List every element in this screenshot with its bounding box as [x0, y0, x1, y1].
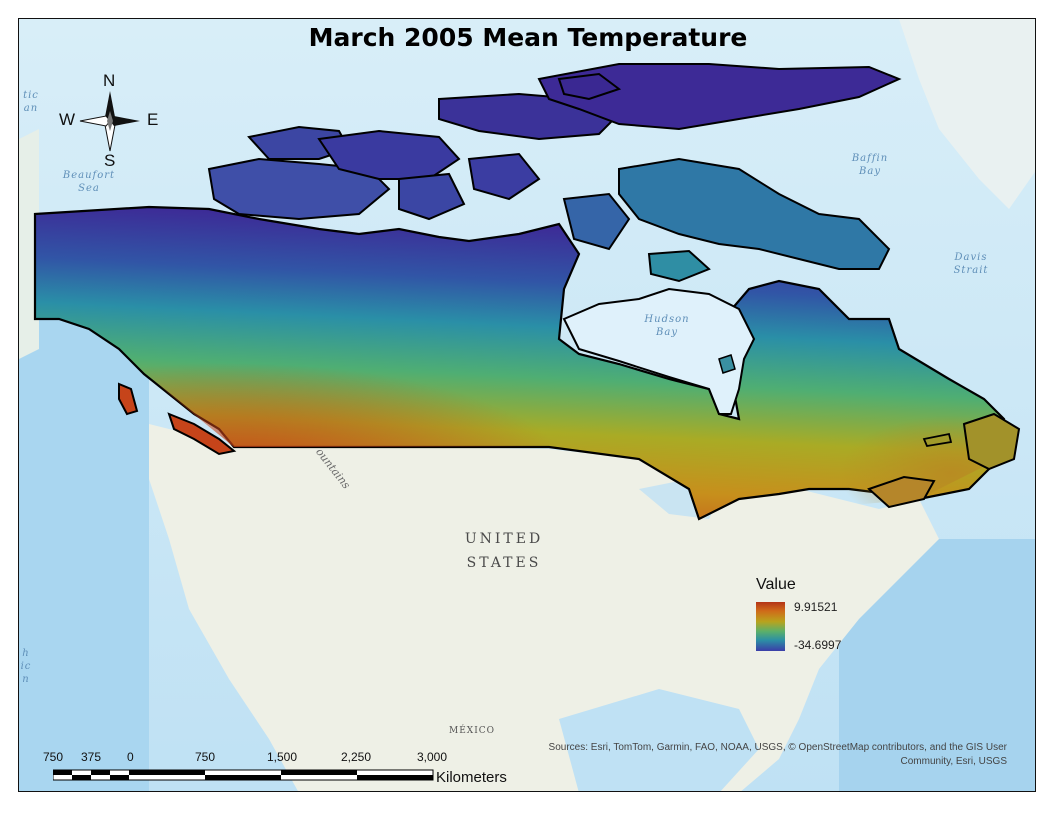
- prince-of-wales-island: [398, 172, 466, 221]
- vancouver-island: [167, 412, 237, 456]
- label-pacific-fragment: h ic n: [20, 648, 32, 685]
- map-frame: March 2005 Mean Temperature N S W E tic a…: [18, 18, 1036, 792]
- southampton-island: [647, 249, 711, 283]
- attribution-text: Sources: Esri, TomTom, Garmin, FAO, NOAA…: [548, 742, 1007, 767]
- compass-rose-icon: [79, 91, 140, 152]
- scale-tick-label: 3,000: [417, 750, 448, 764]
- north-arrow: N S W E: [57, 71, 167, 171]
- label-beaufort-sea: Beaufort Sea: [62, 170, 116, 194]
- canada-east-overlay: [559, 289, 1004, 519]
- newfoundland: [962, 412, 1021, 471]
- gulf-of-mexico: [559, 689, 759, 791]
- axel-heiberg: [557, 72, 622, 101]
- baffin-island: [618, 157, 891, 270]
- scale-bar: [53, 769, 434, 781]
- label-baffin-bay: Baffin Bay: [851, 153, 889, 177]
- usa-land: [149, 424, 939, 791]
- anticosti-island: [922, 432, 953, 448]
- scale-tick-label: 0: [127, 750, 134, 764]
- melville-peninsula: [562, 192, 631, 251]
- label-davis-strait: Davis Strait: [953, 252, 989, 276]
- compass-west: W: [59, 110, 76, 129]
- haida-gwaii: [118, 382, 139, 416]
- legend: Value 9.91521 -34.6997: [756, 576, 896, 656]
- label-arctic-fragment: tic an: [23, 90, 39, 114]
- legend-max-value: 9.91521: [794, 600, 838, 614]
- scale-unit: Kilometers: [436, 769, 507, 786]
- ellesmere-island: [537, 63, 902, 131]
- map-title: March 2005 Mean Temperature: [308, 23, 748, 52]
- hudson-bay: [562, 287, 756, 415]
- scale-tick-label: 750: [43, 750, 64, 764]
- label-mexico: MÉXICO: [449, 726, 496, 736]
- somerset-island: [467, 152, 541, 201]
- victoria-island: [207, 157, 391, 221]
- nova-scotia: [867, 475, 936, 509]
- compass-south: S: [104, 151, 116, 170]
- central-islands: [317, 129, 461, 180]
- label-united-states: UNITED STATES: [464, 531, 544, 571]
- belcher-islands: [718, 354, 736, 374]
- legend-title: Value: [756, 576, 796, 593]
- scale-tick-label: 1,500: [267, 750, 298, 764]
- greenland-land: [899, 19, 1035, 209]
- scale-tick-label: 2,250: [341, 750, 372, 764]
- scale-tick-label: 750: [195, 750, 216, 764]
- compass-north: N: [103, 71, 116, 90]
- legend-min-value: -34.6997: [794, 638, 842, 652]
- label-hudson-bay: Hudson Bay: [644, 314, 690, 338]
- map-canvas[interactable]: [19, 19, 1036, 792]
- compass-east: E: [147, 110, 159, 129]
- legend-color-ramp: [756, 602, 785, 651]
- scale-tick-label: 375: [81, 750, 102, 764]
